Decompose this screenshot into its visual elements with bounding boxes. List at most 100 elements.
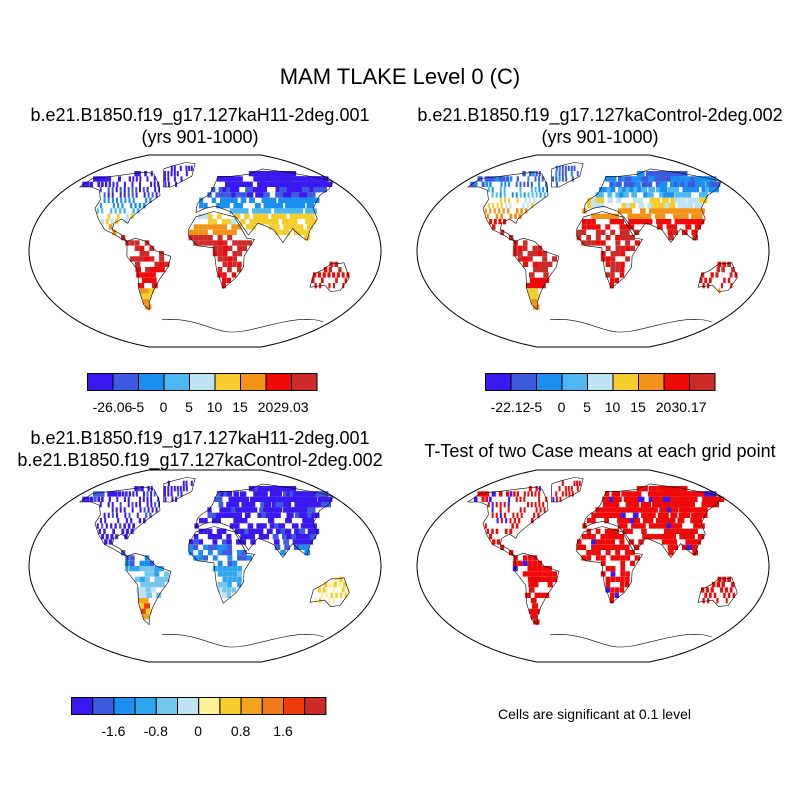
colorbar-tick-label: 10	[206, 399, 223, 415]
colorbar-tick-label: 20	[655, 399, 672, 415]
coastline-af	[188, 526, 255, 604]
colorbar-swatch	[291, 373, 318, 391]
colorbar-tick-label: -22.12	[490, 399, 531, 415]
colorbar-case2-labels: -22.12 -5 0 5 10 15 20 30.17	[485, 399, 715, 419]
colorbar-swatch	[155, 697, 179, 715]
colorbar-swatch	[138, 373, 165, 391]
panel-case2-title-line2: (yrs 901-1000)	[541, 127, 659, 147]
colorbar-tick-label: 0	[194, 723, 203, 739]
colorbar-swatch	[134, 697, 157, 715]
colorbar-swatch	[265, 373, 292, 391]
coastline-antarctica	[161, 633, 324, 648]
coastline-af	[576, 211, 643, 289]
coastline-na	[466, 171, 549, 242]
panel-case1-title: b.e21.B1850.f19_g17.127kaH11-2deg.001 (y…	[0, 104, 400, 148]
panel-ttest-title-line1: T-Test of two Case means at each grid po…	[424, 441, 776, 461]
colorbar-tick-label: 10	[604, 399, 621, 415]
coastline-gl	[550, 477, 584, 503]
colorbar-swatch	[240, 697, 263, 715]
coastline-au	[309, 262, 350, 292]
colorbar-tick-label: -1.6	[101, 723, 126, 739]
colorbar-tick-label: 0	[159, 399, 168, 415]
colorbar-tick-label: 15	[232, 399, 248, 415]
colorbar-swatch	[261, 697, 285, 715]
colorbar-tick-label: 30.17	[671, 399, 707, 415]
colorbar-swatch	[92, 697, 115, 715]
panel-ttest-title: T-Test of two Case means at each grid po…	[398, 440, 800, 462]
coastline-sa	[514, 552, 560, 626]
coastline-gl	[550, 162, 584, 188]
colorbar-tick-label: -26.06	[92, 399, 133, 415]
colorbar-tick-label: 0.8	[230, 723, 251, 739]
colorbar-swatch	[163, 373, 190, 391]
colorbar-swatch	[485, 373, 512, 391]
colorbar-swatch	[304, 697, 327, 715]
coastline-sa	[126, 552, 172, 626]
colorbar-swatch	[189, 373, 216, 391]
colorbar-swatch	[198, 697, 221, 715]
colorbar-swatch	[638, 373, 665, 391]
map-border	[416, 154, 770, 348]
colorbar-swatch	[177, 697, 200, 715]
colorbar-swatch	[283, 697, 306, 715]
coastline-eu	[195, 168, 334, 244]
panel-case2-title: b.e21.B1850.f19_g17.127kaControl-2deg.00…	[400, 104, 800, 148]
colorbar-tick-label: 15	[630, 399, 646, 415]
map-border	[28, 469, 382, 663]
colorbar-swatch	[510, 373, 537, 391]
coastline-antarctica	[549, 633, 712, 648]
colorbar-case1-boxes	[87, 373, 318, 391]
panel-diff-title: b.e21.B1850.f19_g17.127kaH11-2deg.001 b.…	[0, 427, 400, 471]
colorbar-swatch	[689, 373, 716, 391]
coastline-gl	[162, 162, 196, 188]
significance-note: Cells are significant at 0.1 level	[498, 706, 691, 722]
colorbar-tick-label: -5	[529, 399, 543, 415]
colorbar-swatch	[587, 373, 614, 391]
colorbar-case2: -22.12 -5 0 5 10 15 20 30.17	[485, 373, 716, 419]
coastline-sa	[514, 237, 560, 311]
colorbar-swatch	[112, 373, 139, 391]
coastline-na	[78, 486, 161, 557]
coastline-na	[466, 486, 549, 557]
colorbar-case1: -26.06 -5 0 5 10 15 20 29.03	[87, 373, 318, 419]
colorbar-swatch	[219, 697, 242, 715]
colorbar-diff-labels: -1.6 -0.8 0 0.8 1.6	[71, 723, 327, 743]
coastline-gl	[162, 477, 196, 503]
map-ttest	[416, 469, 770, 663]
map-border	[28, 154, 382, 348]
colorbar-tick-label: -5	[131, 399, 145, 415]
coastline-na	[78, 171, 161, 242]
coastline-eu	[583, 168, 722, 244]
colorbar-swatch	[113, 697, 136, 715]
panel-diff-title-line1: b.e21.B1850.f19_g17.127kaH11-2deg.001	[30, 428, 370, 448]
coastline-au	[697, 577, 738, 607]
colorbar-tick-label: 0	[557, 399, 566, 415]
coastline-af	[188, 211, 255, 289]
map-border	[416, 469, 770, 663]
colorbar-tick-label: -0.8	[143, 723, 168, 739]
panel-case1-title-line1: b.e21.B1850.f19_g17.127kaH11-2deg.001	[30, 105, 370, 125]
coastline-antarctica	[549, 318, 712, 333]
colorbar-swatch	[71, 697, 94, 715]
coastline-antarctica	[161, 318, 324, 333]
coastline-eu	[583, 483, 722, 559]
colorbar-tick-label: 5	[185, 399, 193, 415]
panel-case1-title-line2: (yrs 901-1000)	[141, 127, 259, 147]
colorbar-swatch	[612, 373, 639, 391]
colorbar-tick-label: 1.6	[273, 723, 293, 739]
figure-title: MAM TLAKE Level 0 (C)	[279, 64, 521, 89]
colorbar-tick-label: 20	[257, 399, 274, 415]
colorbar-case1-labels: -26.06 -5 0 5 10 15 20 29.03	[87, 399, 317, 419]
panel-diff-title-line2: b.e21.B1850.f19_g17.127kaControl-2deg.00…	[17, 450, 383, 470]
map-case2	[416, 154, 770, 348]
colorbar-swatch	[240, 373, 267, 391]
coastline-au	[697, 262, 738, 292]
colorbar-swatch	[214, 373, 241, 391]
colorbar-swatch	[663, 373, 690, 391]
coastline-eu	[195, 483, 334, 559]
map-diff	[28, 469, 382, 663]
coastline-au	[309, 577, 350, 607]
colorbar-diff: -1.6 -0.8 0 0.8 1.6	[71, 697, 327, 741]
colorbar-case2-boxes	[485, 373, 716, 391]
colorbar-tick-label: 29.03	[273, 399, 309, 415]
